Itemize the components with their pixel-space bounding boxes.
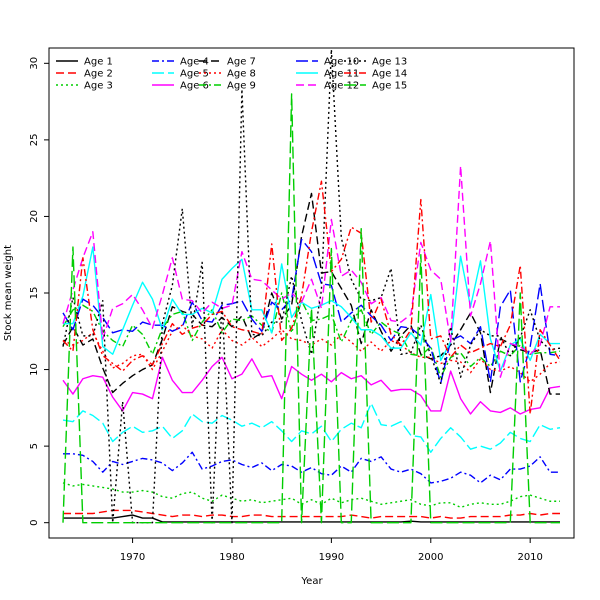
y-tick-label: 15	[29, 287, 40, 300]
legend-label: Age 9	[227, 81, 256, 92]
series-line-age-6	[62, 356, 561, 415]
legend-entry: Age 7	[199, 57, 256, 68]
legend-entry: Age 4	[152, 57, 209, 68]
series-line-age-7	[62, 192, 560, 395]
series-line-age-10	[62, 238, 561, 385]
x-tick-label: 2000	[418, 552, 443, 563]
legend-label: Age 1	[84, 57, 113, 68]
series-line-age-15	[62, 93, 560, 524]
series-layer	[62, 48, 561, 524]
legend-entry: Age 10	[296, 57, 359, 68]
legend-entry: Age 3	[56, 81, 113, 92]
legend-entry: Age 14	[344, 69, 407, 80]
y-tick-label: 30	[29, 57, 40, 70]
legend-entry: Age 13	[344, 57, 407, 68]
x-tick-label: 2010	[517, 552, 542, 563]
legend-label: Age 13	[372, 57, 407, 68]
legend-entry: Age 1	[56, 57, 113, 68]
y-tick-label: 0	[29, 520, 40, 526]
x-tick-label: 1970	[120, 552, 145, 563]
legend-label: Age 12	[324, 81, 359, 92]
legend-label: Age 5	[180, 69, 209, 80]
legend-label: Age 10	[324, 57, 359, 68]
x-tick-label: 1990	[319, 552, 344, 563]
legend-entry: Age 5	[152, 69, 209, 80]
legend-label: Age 7	[227, 57, 256, 68]
series-line-age-11	[63, 246, 560, 372]
legend-label: Age 4	[180, 57, 209, 68]
legend-label: Age 3	[84, 81, 113, 92]
legend-entry: Age 6	[152, 81, 209, 92]
series-line-age-13	[62, 48, 561, 524]
y-tick-label: 5	[29, 443, 40, 449]
y-tick-label: 10	[29, 363, 40, 376]
x-tick-label: 1980	[219, 552, 244, 563]
series-line-age-14	[62, 180, 561, 415]
legend-label: Age 15	[372, 81, 407, 92]
y-axis: 0 5 10 15 20 25 30	[29, 57, 49, 526]
x-axis-title: Year	[300, 576, 323, 587]
series-line-age-12	[62, 165, 560, 378]
series-line-age-8	[62, 324, 561, 383]
series-line-age-3	[62, 482, 560, 509]
legend-entry: Age 9	[199, 81, 256, 92]
legend-entry: Age 12	[296, 81, 359, 92]
y-axis-title: Stock mean weight	[3, 245, 14, 341]
series-line-age-4	[63, 451, 560, 484]
x-axis: 1970 1980 1990 2000 2010	[120, 538, 543, 563]
legend-label: Age 6	[180, 81, 209, 92]
series-line-age-1	[63, 514, 560, 523]
legend-entry: Age 2	[56, 69, 113, 80]
legend-entry: Age 8	[199, 69, 256, 80]
legend-label: Age 2	[84, 69, 113, 80]
legend-label: Age 8	[227, 69, 256, 80]
legend-entry: Age 15	[344, 81, 407, 92]
legend-label: Age 11	[324, 69, 359, 80]
legend-entry: Age 11	[296, 69, 359, 80]
y-tick-label: 25	[29, 134, 40, 147]
legend-label: Age 14	[372, 69, 407, 80]
y-tick-label: 20	[29, 210, 40, 223]
